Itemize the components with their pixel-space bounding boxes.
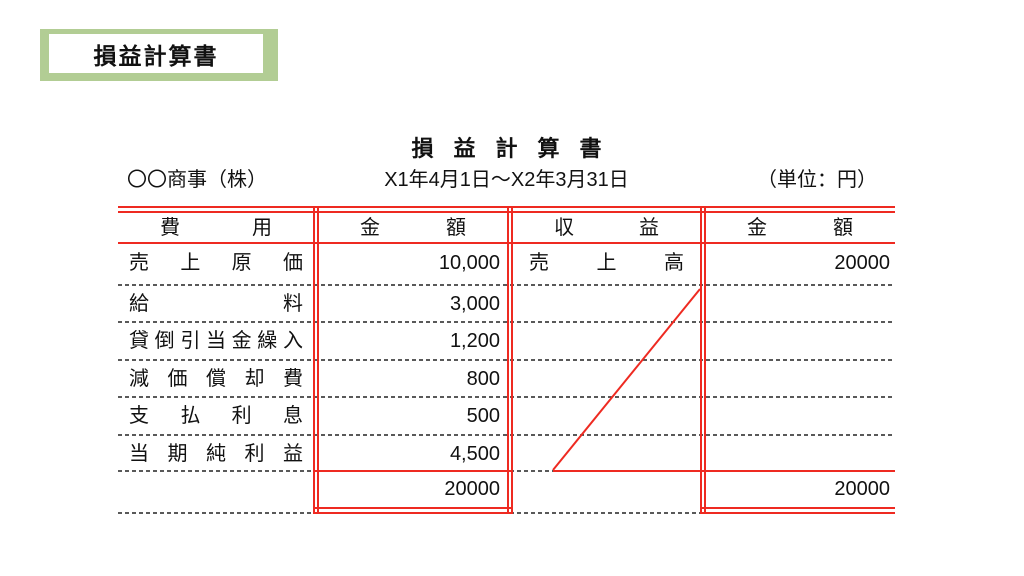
revenue-row-label: 売上高 xyxy=(529,252,684,274)
expense-row-amount: 10,000 xyxy=(438,252,500,274)
expense-row-amount: 1,200 xyxy=(449,330,500,352)
revenue-row-amount: 20000 xyxy=(834,252,890,274)
accounting-period: X1年4月1日～X2年3月31日 xyxy=(384,169,629,191)
title-badge: 損益計算書 xyxy=(40,29,278,81)
company-name: 〇〇商事（株） xyxy=(127,169,267,191)
statement-ruled-lines xyxy=(118,206,895,514)
title-badge-label: 損益計算書 xyxy=(47,32,265,75)
expense-row-label: 貸倒引当金繰入 xyxy=(129,330,303,352)
expense-row-amount: 3,000 xyxy=(449,293,500,315)
document-title: 損益計算書 xyxy=(411,136,622,161)
red-ruling xyxy=(118,206,895,514)
expense-total-amount: 20000 xyxy=(444,478,500,500)
column-header-expense: 費用 xyxy=(160,217,272,239)
unit-label: （単位：円） xyxy=(757,169,877,191)
expense-row-label: 売上原価 xyxy=(129,252,303,274)
column-header-amount-right: 金額 xyxy=(747,217,853,239)
expense-row-label: 支払利息 xyxy=(129,405,303,427)
expense-row-amount: 800 xyxy=(466,368,500,390)
diagonal-slash-line xyxy=(552,288,701,471)
expense-row-label: 当期純利益 xyxy=(129,443,303,465)
column-header-amount-left: 金額 xyxy=(360,217,466,239)
expense-row-label: 減価償却費 xyxy=(129,368,303,390)
revenue-total-amount: 20000 xyxy=(834,478,890,500)
expense-row-amount: 500 xyxy=(466,405,500,427)
expense-row-amount: 4,500 xyxy=(449,443,500,465)
expense-row-label: 給料 xyxy=(129,293,303,315)
column-header-revenue: 収益 xyxy=(554,217,659,239)
